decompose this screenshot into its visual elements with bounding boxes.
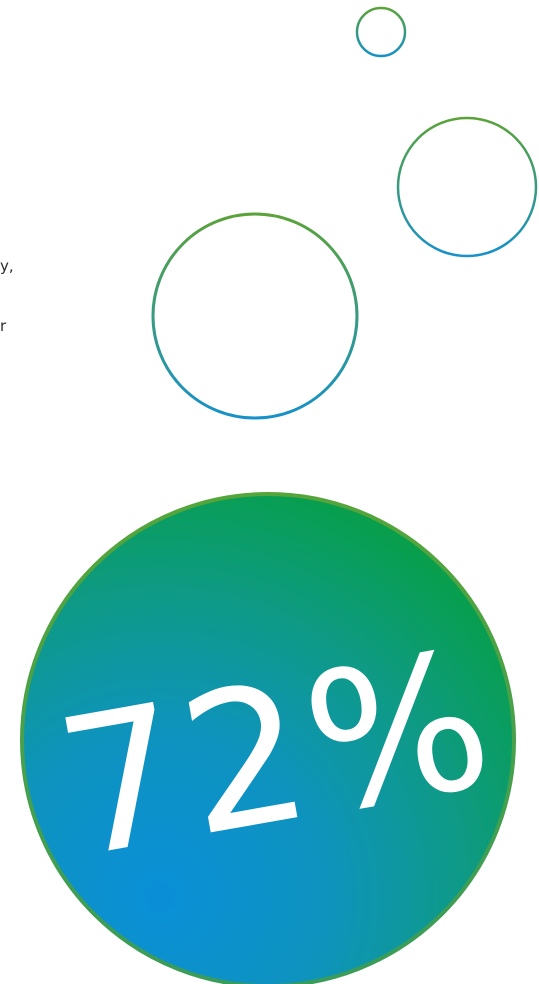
stat-disc (20, 492, 516, 984)
clipped-text-line-1: y, (0, 257, 14, 275)
bubble-outline-icon (151, 212, 359, 420)
clipped-text-line-2: r (0, 317, 7, 335)
bubble-outline-icon (396, 116, 538, 258)
bubble-outline-icon (355, 6, 407, 58)
clipped-text-fragment: y, r (0, 216, 14, 356)
